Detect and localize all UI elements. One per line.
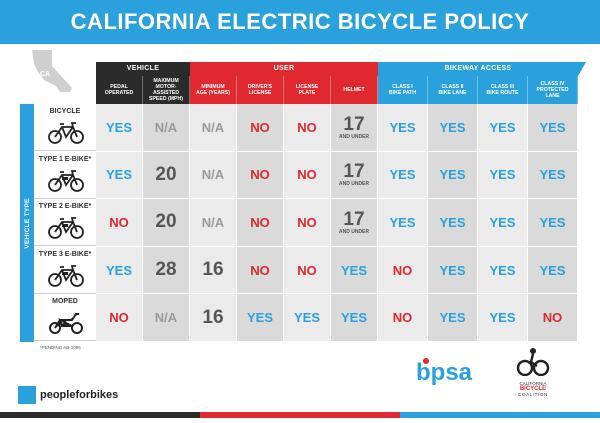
table-cell: NO [237,199,284,247]
peopleforbikes-icon [18,386,36,404]
bicycle-icon [48,217,84,240]
california-map-icon: CA [32,50,72,92]
table-cell: YES [428,151,478,200]
bicycle-icon [48,122,84,144]
vehicle-type-label: VEHICLE TYPE [23,197,31,249]
table-cell: NO [96,199,143,247]
column-header: CLASS I BIKE PATH [378,76,428,104]
row-header: TYPE 3 E-BIKE* [34,246,96,294]
table-cell: YES [478,151,528,200]
peopleforbikes-text: peopleforbikes [40,389,119,401]
table-cell: YES [378,104,428,152]
table-cell: YES [96,151,143,200]
table-cell: YES [528,151,578,200]
table-cell: YES [528,199,578,247]
table-cell: NO [284,199,331,247]
table-cell: YES [478,104,528,152]
table-cell: N/A [143,104,190,152]
table-cell: NO [528,294,578,342]
vehicle-name: BICYCLE [49,108,81,115]
cbc-line3: COALITION [518,392,548,397]
table-cell: YES [528,246,578,295]
table-cell: NO [96,294,143,342]
vehicle-type-bar [20,104,34,342]
bottom-stripe [0,412,600,418]
column-header: PEDAL OPERATED [96,76,143,104]
group-tab-corner [578,62,586,76]
table-cell: YES [378,151,428,200]
bpsa-logo: bpsa [416,358,473,386]
table-cell: N/A [143,294,190,342]
column-header: DRIVER'S LICENSE [237,76,284,104]
table-cell: 28 [143,246,190,295]
table-cell: 17 AND UNDER [331,151,378,200]
vehicle-name: TYPE 3 E-BIKE* [38,250,92,258]
table-cell: YES [428,199,478,247]
group-user: USER [190,62,378,76]
page-title: CALIFORNIA ELECTRIC BICYCLE POLICY [0,0,600,44]
table-cell: NO [284,246,331,295]
column-header: MAXIMUM MOTOR-ASSISTED SPEED (MPH) [143,76,190,104]
row-header: BICYCLE [34,104,96,151]
cyclist-icon [516,348,550,377]
vehicle-name: TYPE 1 E-BIKE* [38,155,92,163]
column-header: CLASS II BIKE LANE [428,76,478,104]
column-header: HELMET [331,76,378,104]
vehicle-name: MOPED [52,298,78,306]
cbc-line2: BICYCLE [519,386,547,392]
table-cell: 17 AND UNDER [331,104,378,152]
table-cell: 20 [143,151,190,200]
table-cell: NO [284,104,331,152]
bicycle-icon [48,264,84,287]
footnote: *PENDING AB-1096 [40,345,81,350]
table-cell: YES [478,199,528,247]
table-cell: YES [237,294,284,342]
table-cell: YES [428,104,478,152]
row-header: TYPE 2 E-BIKE* [34,199,96,247]
group-vehicle: VEHICLE [96,62,190,76]
column-header: LICENSE PLATE [284,76,331,104]
vehicle-name: TYPE 2 E-BIKE* [38,203,92,211]
table-cell: YES [331,294,378,342]
group-bikeway-access: BIKEWAY ACCESS [378,62,578,76]
table-cell: N/A [190,151,237,200]
table-cell: 20 [143,199,190,247]
table-cell: YES [528,104,578,152]
table-cell: YES [478,246,528,295]
column-header: CLASS III BIKE ROUTE [478,76,528,104]
table-cell: YES [96,104,143,152]
table-cell: 17 AND UNDER [331,199,378,247]
cbc-line1: CALIFORNIA [519,381,547,386]
moped-icon [49,313,83,335]
table-cell: NO [378,246,428,295]
table-cell: 16 [190,294,237,342]
table-cell: YES [378,199,428,247]
table-cell: YES [331,246,378,295]
column-header: MINIMUM AGE (YEARS) [190,76,237,104]
table-cell: 16 [190,246,237,295]
peopleforbikes-logo: peopleforbikes [18,386,118,404]
table-cell: NO [378,294,428,342]
bicycle-icon [48,169,84,192]
table-cell: NO [237,151,284,200]
table-cell: YES [96,246,143,295]
table-cell: YES [284,294,331,342]
table-cell: N/A [190,199,237,247]
row-header: TYPE 1 E-BIKE* [34,151,96,199]
table-cell: NO [237,246,284,295]
table-cell: YES [428,294,478,342]
cbc-logo: CALIFORNIA BICYCLE COALITION [504,346,562,400]
table-cell: YES [428,246,478,295]
row-header: MOPED [34,294,96,342]
column-header: CLASS IV PROTECTED LANE [528,76,578,104]
table-cell: N/A [190,104,237,152]
table-cell: NO [284,151,331,200]
table-cell: NO [237,104,284,152]
state-label: CA [40,71,50,78]
table-cell: YES [478,294,528,342]
